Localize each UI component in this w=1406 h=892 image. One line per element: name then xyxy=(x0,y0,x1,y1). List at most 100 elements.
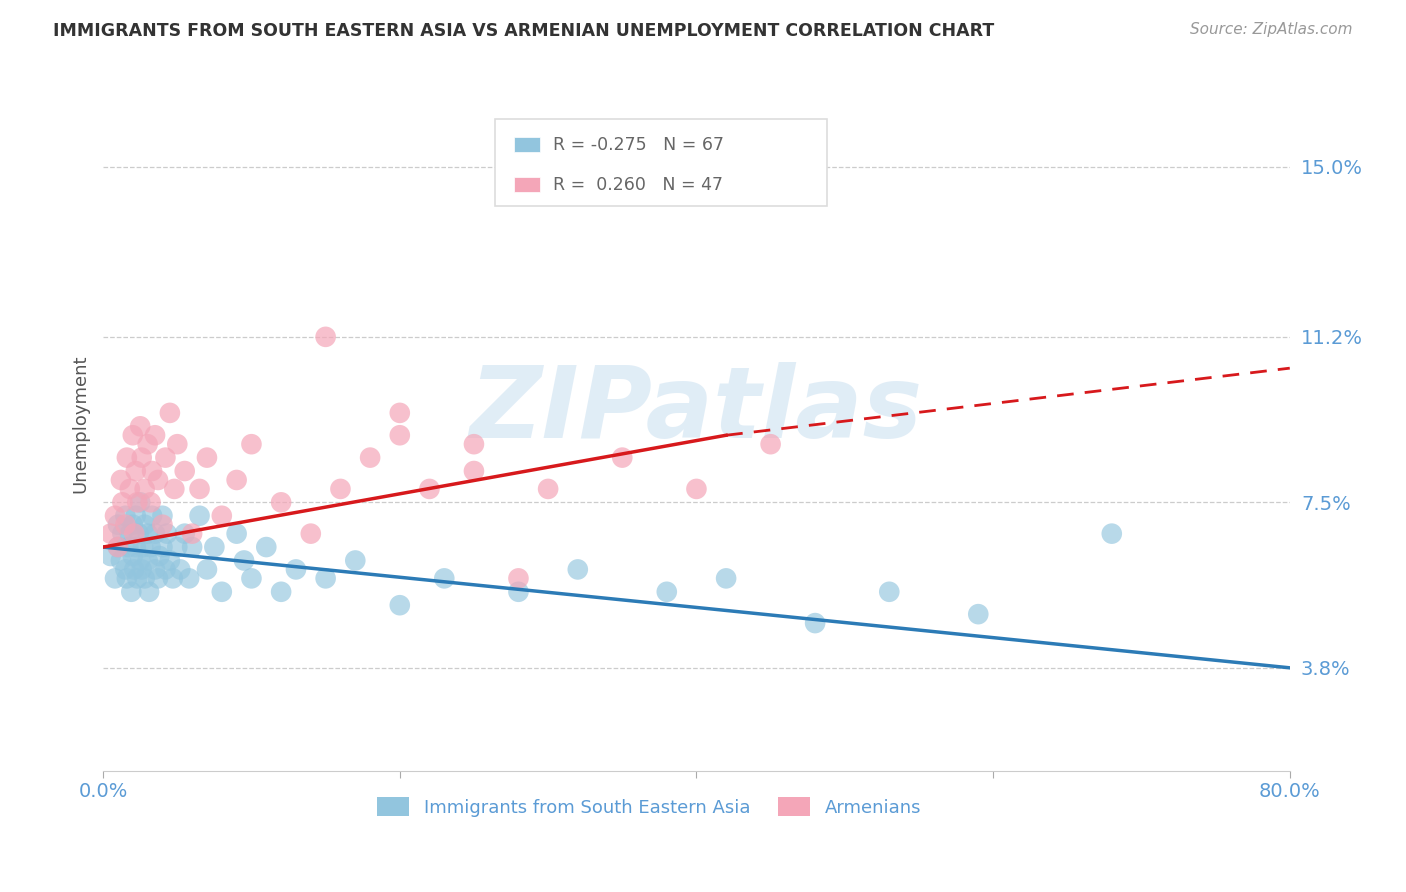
Point xyxy=(143,562,166,576)
Point xyxy=(100,549,122,563)
Point xyxy=(567,562,589,576)
Point xyxy=(155,450,177,465)
Point xyxy=(118,482,141,496)
Point xyxy=(146,473,169,487)
Y-axis label: Unemployment: Unemployment xyxy=(72,355,89,493)
Point xyxy=(141,508,163,523)
Point xyxy=(129,553,152,567)
Point xyxy=(388,406,411,420)
Point xyxy=(132,540,155,554)
Point xyxy=(152,540,174,554)
FancyBboxPatch shape xyxy=(495,119,827,206)
Point xyxy=(195,450,218,465)
Point xyxy=(115,571,138,585)
Point xyxy=(131,562,153,576)
Point xyxy=(967,607,990,622)
Point xyxy=(166,540,188,554)
Point xyxy=(240,437,263,451)
Point xyxy=(179,571,201,585)
Point xyxy=(124,526,146,541)
Point xyxy=(685,482,707,496)
Point xyxy=(270,495,292,509)
Point xyxy=(139,495,162,509)
Point xyxy=(124,562,146,576)
Point xyxy=(134,482,156,496)
Point xyxy=(136,553,159,567)
Point xyxy=(100,526,122,541)
Text: ZIPatlas: ZIPatlas xyxy=(470,361,922,458)
Point xyxy=(120,584,142,599)
Point xyxy=(136,437,159,451)
Point xyxy=(143,526,166,541)
Text: IMMIGRANTS FROM SOUTH EASTERN ASIA VS ARMENIAN UNEMPLOYMENT CORRELATION CHART: IMMIGRANTS FROM SOUTH EASTERN ASIA VS AR… xyxy=(53,22,994,40)
Text: R = -0.275   N = 67: R = -0.275 N = 67 xyxy=(553,136,724,153)
Point xyxy=(159,553,181,567)
Point xyxy=(233,553,256,567)
Point xyxy=(121,549,143,563)
Point xyxy=(1101,526,1123,541)
Point xyxy=(433,571,456,585)
Point xyxy=(463,464,485,478)
Point xyxy=(284,562,307,576)
Point xyxy=(155,562,177,576)
Point xyxy=(359,450,381,465)
Point xyxy=(121,428,143,442)
Point xyxy=(655,584,678,599)
Point xyxy=(125,508,148,523)
Point xyxy=(129,419,152,434)
Text: Source: ZipAtlas.com: Source: ZipAtlas.com xyxy=(1189,22,1353,37)
Point xyxy=(121,517,143,532)
Point xyxy=(148,549,170,563)
Point xyxy=(159,406,181,420)
Point xyxy=(463,437,485,451)
Point xyxy=(188,508,211,523)
Point xyxy=(612,450,634,465)
Point xyxy=(240,571,263,585)
Point xyxy=(508,571,530,585)
Point xyxy=(114,508,136,523)
Point xyxy=(166,437,188,451)
Point xyxy=(181,540,204,554)
Point xyxy=(225,526,247,541)
Point xyxy=(127,571,149,585)
Point xyxy=(181,526,204,541)
Point xyxy=(111,495,134,509)
Point xyxy=(107,540,129,554)
Point xyxy=(388,428,411,442)
Point xyxy=(141,464,163,478)
Point xyxy=(125,540,148,554)
Point xyxy=(163,482,186,496)
Point xyxy=(714,571,737,585)
Point xyxy=(125,464,148,478)
Point xyxy=(211,508,233,523)
Point xyxy=(110,553,132,567)
Point xyxy=(195,562,218,576)
Point xyxy=(104,508,127,523)
Point xyxy=(131,450,153,465)
Point xyxy=(114,562,136,576)
Point xyxy=(173,526,195,541)
Point xyxy=(388,598,411,612)
Point xyxy=(138,584,160,599)
Point xyxy=(759,437,782,451)
Point xyxy=(169,562,191,576)
Point xyxy=(299,526,322,541)
Point xyxy=(211,584,233,599)
Point xyxy=(537,482,560,496)
Point xyxy=(202,540,225,554)
Point xyxy=(418,482,440,496)
Point xyxy=(129,495,152,509)
Point xyxy=(152,508,174,523)
Point xyxy=(104,571,127,585)
Point xyxy=(110,473,132,487)
Point xyxy=(134,517,156,532)
Point xyxy=(115,450,138,465)
Point xyxy=(136,526,159,541)
Point xyxy=(254,540,277,554)
Point xyxy=(344,553,367,567)
Point xyxy=(146,571,169,585)
Point xyxy=(107,517,129,532)
Point xyxy=(877,584,900,599)
Text: R =  0.260   N = 47: R = 0.260 N = 47 xyxy=(553,176,723,194)
Point xyxy=(156,526,179,541)
